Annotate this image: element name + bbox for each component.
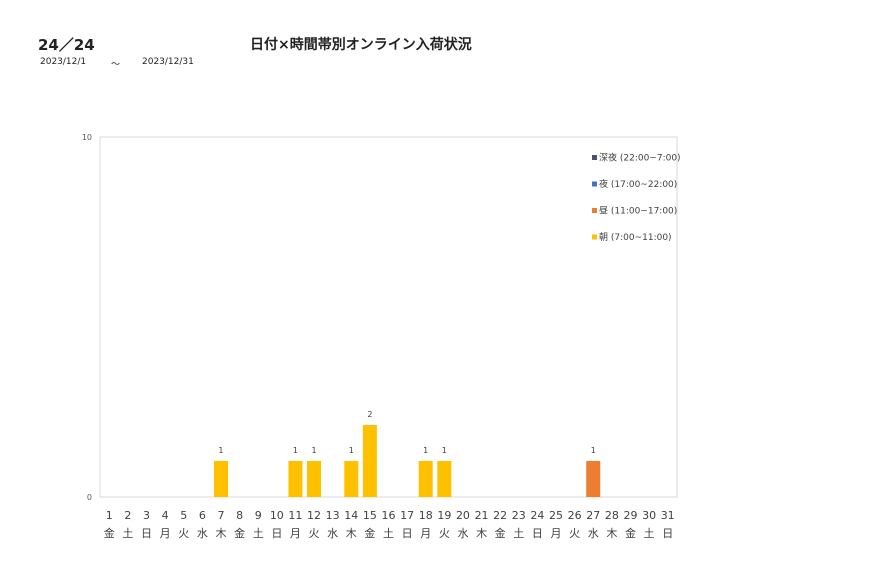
- x-tick-label: 9: [255, 509, 262, 522]
- data-label: 1: [591, 446, 596, 455]
- data-label: 1: [442, 446, 447, 455]
- x-weekday-label: 日: [662, 527, 673, 540]
- x-tick-label: 27: [586, 509, 600, 522]
- x-tick-label: 13: [326, 509, 340, 522]
- x-weekday-label: 木: [476, 527, 487, 540]
- bar-segment: [362, 425, 377, 497]
- x-tick-label: 12: [307, 509, 321, 522]
- x-weekday-label: 火: [178, 527, 189, 540]
- plot-area: [99, 136, 678, 498]
- x-weekday-label: 火: [439, 527, 450, 540]
- y-tick-label: 10: [82, 133, 92, 142]
- x-weekday-label: 月: [290, 527, 301, 540]
- x-weekday-label: 土: [513, 527, 524, 540]
- x-weekday-label: 木: [215, 527, 226, 540]
- x-tick-label: 21: [475, 509, 489, 522]
- data-label: 1: [312, 446, 317, 455]
- x-tick-label: 26: [568, 509, 582, 522]
- x-weekday-label: 日: [141, 527, 152, 540]
- legend-label: 夜 (17:00~22:00): [599, 178, 677, 190]
- bar-segment: [418, 461, 433, 497]
- date-range-end: 2023/12/31: [142, 57, 194, 67]
- x-tick-label: 17: [400, 509, 414, 522]
- x-tick-label: 6: [199, 509, 206, 522]
- x-weekday-label: 金: [104, 526, 115, 540]
- x-tick-label: 25: [549, 509, 563, 522]
- legend-swatch: [592, 181, 597, 187]
- x-weekday-label: 金: [234, 526, 245, 540]
- x-tick-label: 15: [363, 509, 377, 522]
- x-tick-label: 18: [419, 509, 433, 522]
- x-tick-label: 5: [180, 509, 187, 522]
- x-tick-label: 22: [493, 509, 507, 522]
- x-tick-label: 20: [456, 509, 470, 522]
- x-tick-label: 23: [512, 509, 526, 522]
- page-number: 24／24: [38, 36, 95, 54]
- x-tick-label: 24: [530, 509, 544, 522]
- data-label: 1: [349, 446, 354, 455]
- x-weekday-label: 木: [346, 527, 357, 540]
- x-tick-label: 16: [382, 509, 396, 522]
- data-label: 1: [218, 446, 223, 455]
- x-weekday-label: 土: [644, 527, 655, 540]
- x-weekday-label: 日: [402, 527, 413, 540]
- legend-label: 朝 (7:00~11:00): [599, 232, 672, 243]
- bar-segment: [307, 461, 322, 497]
- x-weekday-label: 水: [327, 527, 338, 540]
- date-range-separator: ～: [111, 60, 121, 70]
- legend-swatch: [592, 155, 597, 160]
- x-tick-label: 1: [106, 509, 113, 522]
- x-weekday-label: 月: [160, 527, 171, 540]
- data-label: 2: [367, 410, 372, 419]
- x-weekday-label: 土: [122, 527, 133, 540]
- x-weekday-label: 木: [606, 527, 617, 540]
- legend-swatch: [592, 208, 597, 213]
- x-tick-label: 11: [288, 509, 302, 522]
- x-weekday-label: 水: [197, 527, 208, 540]
- data-label: 1: [293, 446, 298, 455]
- x-tick-label: 14: [344, 509, 358, 522]
- legend-swatch: [592, 234, 597, 240]
- legend-label: 深夜 (22:00~7:00): [599, 152, 681, 164]
- bar-segment: [288, 461, 303, 497]
- x-weekday-label: 月: [551, 527, 562, 540]
- x-tick-label: 2: [124, 509, 131, 522]
- y-tick-label: 0: [87, 493, 92, 502]
- bar-segment: [437, 461, 452, 497]
- date-range-start: 2023/12/1: [40, 57, 87, 67]
- x-tick-label: 10: [270, 509, 284, 522]
- x-tick-label: 3: [143, 509, 150, 522]
- bar-segment: [586, 461, 601, 497]
- x-tick-label: 8: [236, 509, 243, 522]
- x-weekday-label: 水: [457, 527, 468, 540]
- bar-segment: [344, 461, 359, 497]
- x-tick-label: 4: [162, 509, 169, 522]
- x-weekday-label: 火: [569, 527, 580, 540]
- x-weekday-label: 土: [383, 527, 394, 540]
- x-tick-label: 31: [661, 509, 675, 522]
- x-tick-label: 19: [437, 509, 451, 522]
- x-tick-label: 30: [642, 509, 656, 522]
- x-weekday-label: 土: [253, 527, 264, 540]
- x-weekday-label: 金: [364, 526, 375, 540]
- data-label: 1: [423, 446, 428, 455]
- x-weekday-label: 火: [309, 527, 320, 540]
- legend-label: 昼 (11:00~17:00): [599, 206, 677, 217]
- x-weekday-label: 水: [588, 527, 599, 540]
- report-title: 日付×時間帯別オンライン入荷状況: [250, 37, 472, 53]
- x-tick-label: 29: [623, 509, 637, 522]
- x-tick-label: 28: [605, 509, 619, 522]
- x-weekday-label: 金: [495, 526, 506, 540]
- x-tick-label: 7: [217, 509, 224, 522]
- x-weekday-label: 月: [420, 527, 431, 540]
- bar-segment: [213, 461, 228, 497]
- x-weekday-label: 日: [532, 527, 543, 540]
- x-weekday-label: 金: [625, 526, 636, 540]
- x-weekday-label: 日: [271, 527, 282, 540]
